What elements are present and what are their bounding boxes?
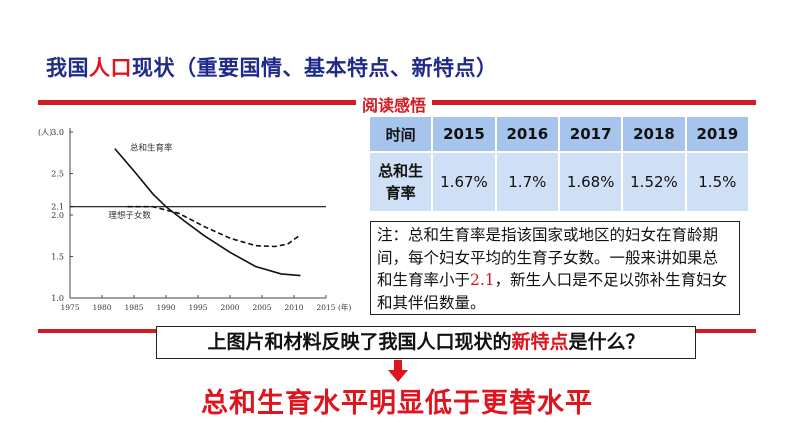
x-tick-label: 2010: [284, 303, 303, 312]
table-row-label: 总和生 育率: [367, 151, 434, 213]
table-year: 2019: [684, 115, 751, 153]
table-value: 1.7%: [494, 151, 560, 213]
down-arrow-icon: [388, 360, 408, 382]
question-highlight: 新特点: [511, 331, 569, 353]
section-label: 阅读感悟: [356, 92, 433, 116]
question-text-after: 是什么？: [568, 331, 645, 353]
x-tick-label: 1975: [60, 303, 79, 312]
title-prefix: 我国: [46, 56, 89, 80]
series-label: 理想子女数: [108, 210, 151, 221]
table-value: 1.67%: [431, 151, 497, 213]
table-year: 2015: [431, 115, 497, 153]
answer-text: 总和生育水平明显低于更替水平: [201, 388, 593, 419]
y-tick-label: 3.0: [51, 128, 64, 137]
x-tick-label: 2005: [252, 303, 271, 312]
question-box: 上图片和材料反映了我国人口现状的新特点是什么？: [156, 326, 696, 359]
row-label-line-2: 育率: [385, 184, 416, 202]
table-value: 1.68%: [557, 151, 624, 213]
definition-note: 注：总和生育率是指该国家或地区的妇女在育龄期间，每个妇女平均的生育子女数。一般来…: [370, 221, 740, 315]
x-tick-label: 1980: [92, 303, 111, 312]
note-text-after: ，新生人口是不足以弥补生育妇女和其伴侣数量。: [377, 271, 728, 312]
x-tick-label: 1985: [124, 303, 143, 312]
x-tick-label: 1995: [188, 303, 207, 312]
table-row: 总和生育率 1.67% 1.7% 1.68% 1.52% 1.5%: [367, 151, 751, 213]
note-highlight: 2.1: [470, 271, 495, 289]
y-tick-label: 2.0: [51, 211, 64, 220]
y-tick-label: 1.5: [51, 253, 64, 262]
table-value: 1.5%: [684, 151, 751, 213]
ideal-children-line: [127, 205, 301, 248]
row-label-line-1: 总和生: [378, 162, 424, 180]
y-unit-label: (人): [38, 128, 52, 137]
series-label: 总和生育率: [130, 142, 173, 153]
x-tick-label: 2000: [220, 303, 239, 312]
fertility-chart: 3.0 2.5 2.1 2.0 1.5 1.0 (人) 1975 1980 1985 1990 199…: [30, 112, 360, 312]
x-tick-label: 1990: [156, 303, 175, 312]
table-year: 2018: [621, 115, 687, 153]
x-tick-label: 2015: [316, 303, 335, 312]
y-tick-label: 2.1: [51, 203, 64, 212]
table-year: 2017: [557, 115, 624, 153]
table-value: 1.52%: [621, 151, 687, 213]
fertility-chart-svg: 3.0 2.5 2.12.0 1.5 1.0 (人) 1975 1980 1985 1990 199…: [38, 128, 351, 312]
fertility-rate-line: [114, 148, 301, 277]
y-tick-label: 2.5: [51, 170, 64, 179]
question-text-before: 上图片和材料反映了我国人口现状的: [207, 331, 512, 353]
y-tick-label: 1.0: [51, 294, 64, 303]
table-year: 2016: [494, 115, 560, 153]
fertility-table: 时间 2015 2016 2017 2018 2019 总和生育率 1.67% …: [367, 115, 751, 213]
x-unit-label: (年): [338, 302, 351, 312]
title-suffix: 现状（重要国情、基本特点、新特点）: [132, 56, 498, 80]
title-highlight: 人口: [89, 56, 132, 80]
page-title: 我国人口现状（重要国情、基本特点、新特点）: [46, 52, 498, 82]
note-text-before: 注：总和生育率是指该国家或地区的妇女在育龄期间，每个妇女平均的生育子女数。一般来…: [377, 226, 719, 289]
table-header-row: 时间 2015 2016 2017 2018 2019: [367, 115, 751, 153]
table-header-label: 时间: [367, 115, 434, 153]
